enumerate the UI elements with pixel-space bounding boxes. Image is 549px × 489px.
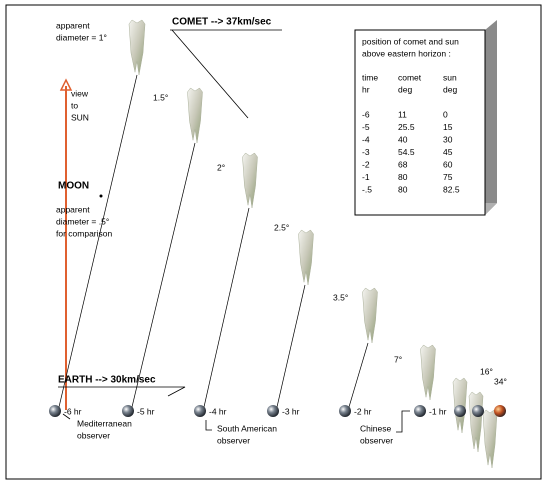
table-cell: 68 [398,159,408,169]
table-cell: 45 [443,147,453,157]
earth [472,405,484,417]
table-cell: 0 [443,109,448,119]
hour-label: -3 hr [282,406,300,416]
observer-label: observer [77,430,110,440]
earth [494,405,506,417]
note: apparent [56,20,90,30]
sun-label: to [71,100,78,110]
hour-label: -6 hr [64,406,82,416]
table-header: hr [362,84,370,94]
table-title: above eastern horizon : [362,48,451,58]
sight-line [276,284,306,408]
table-cell: -2 [362,159,370,169]
observer-label: Mediterranean [77,418,132,428]
diameter-label: 2° [217,162,225,172]
note: diameter = 1° [56,32,107,42]
table-cell: 54.5 [398,147,415,157]
observer-label: observer [217,435,250,445]
table-cell: -1 [362,172,370,182]
table-header: deg [443,84,457,94]
table-header: comet [398,72,422,82]
table-cell: 25.5 [398,122,415,132]
diameter-label: 3.5° [333,292,348,302]
sight-line [203,207,250,408]
table-title: position of comet and sun [362,36,459,46]
moon-label: MOON [58,181,89,192]
diameter-label: 34° [494,376,507,386]
earth [454,405,466,417]
table-cell: 40 [398,134,408,144]
table-cell: 80 [398,184,408,194]
hour-label: -4 hr [209,406,227,416]
earth [122,405,134,417]
observer-label: observer [360,435,393,445]
moon-note: for comparison [56,228,112,238]
comet [298,229,314,286]
earth-label: EARTH --> 30km/sec [58,375,156,386]
comet [128,19,146,76]
table-cell: -5 [362,122,370,132]
table-cell: 11 [398,109,407,119]
earth-underline [58,386,186,397]
table-cell: 15 [443,122,453,132]
table-header: deg [398,84,412,94]
table-cell: -3 [362,147,370,157]
diameter-label: 1.5° [153,92,168,102]
observer-label: Chinese [360,423,391,433]
sun-label: SUN [71,112,89,122]
earth [414,405,426,417]
table-header: sun [443,72,457,82]
comet [242,152,258,209]
table-cell: 82.5 [443,184,460,194]
comet [420,344,436,401]
comet-direction [171,29,249,119]
hour-label: -5 hr [137,406,155,416]
moon-dot [99,194,103,198]
table-header: time [362,72,378,82]
comet [482,409,498,469]
table-cell: 75 [443,172,453,182]
earth [49,405,61,417]
diameter-label: 7° [394,354,402,364]
sun-label: view [71,88,89,98]
sight-line [58,74,138,408]
hour-label: -1 hr [429,406,447,416]
diameter-label: 2.5° [274,222,289,232]
table-cell: -6 [362,109,370,119]
table-cell: 80 [398,172,408,182]
sun-arrow-head [59,78,73,91]
comet [187,87,203,144]
observer-pointer [205,420,212,431]
table-box [354,29,486,216]
sight-line [348,342,369,408]
earth [267,405,279,417]
observer-pointer [62,413,71,420]
moon-note: diameter = .5° [56,216,109,226]
table-cell: 60 [443,159,453,169]
observer-pointer [396,410,410,433]
table-cell: -.5 [362,184,372,194]
comet-label: COMET --> 37km/sec [172,17,272,28]
earth [194,405,206,417]
moon-note: apparent [56,204,90,214]
table-cell: 30 [443,134,453,144]
diameter-label: 16° [480,366,493,376]
sight-line [131,142,196,408]
table-cell: -4 [362,134,370,144]
earth [339,405,351,417]
box-side [485,20,497,215]
hour-label: -2 hr [354,406,372,416]
comet [362,287,378,344]
observer-label: South American [217,423,277,433]
